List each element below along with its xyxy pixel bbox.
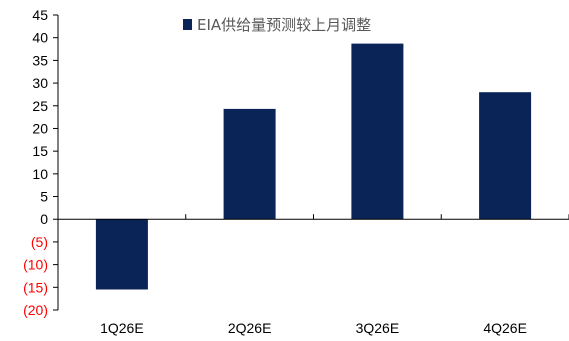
y-tick-label: 25: [32, 98, 48, 114]
y-tick-labels: 45 40 35 30 25 20 15 10 5 0 (5) (10) (15) (20): [23, 7, 48, 318]
axes: [53, 14, 569, 311]
bar-4Q26E: [479, 92, 532, 220]
y-tick-label: (20): [23, 302, 48, 318]
x-tick-label: 2Q26E: [228, 320, 272, 336]
x-tick-labels: 1Q26E 2Q26E 3Q26E 4Q26E: [100, 320, 527, 336]
y-tick-label: 20: [32, 120, 48, 136]
y-tick-label: 15: [32, 143, 48, 159]
bars-layer: [95, 43, 532, 290]
y-tick-label: 45: [32, 7, 48, 23]
y-tick-label: (5): [31, 234, 48, 250]
bar-3Q26E: [351, 43, 404, 220]
y-tick-label: 30: [32, 75, 48, 91]
bar-2Q26E: [223, 108, 276, 220]
y-tick-label: 5: [40, 189, 48, 205]
y-tick-label: 10: [32, 166, 48, 182]
y-tick-label: 35: [32, 52, 48, 68]
legend: EIA供给量预测较上月调整: [183, 16, 371, 34]
y-tick-label: (15): [23, 279, 48, 295]
bar-1Q26E: [95, 219, 148, 290]
x-tick-label: 4Q26E: [483, 320, 527, 336]
y-tick-label: (10): [23, 257, 48, 273]
y-tick-label: 0: [40, 211, 48, 227]
x-tick-label: 3Q26E: [356, 320, 400, 336]
y-tick-label: 40: [32, 30, 48, 46]
legend-swatch: [183, 19, 192, 30]
x-tick-label: 1Q26E: [100, 320, 144, 336]
legend-label: EIA供给量预测较上月调整: [197, 16, 371, 34]
